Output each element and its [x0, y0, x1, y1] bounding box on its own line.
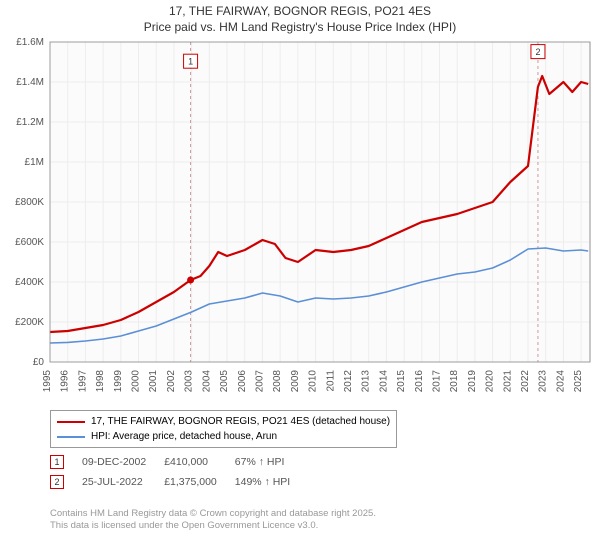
- legend-label: 17, THE FAIRWAY, BOGNOR REGIS, PO21 4ES …: [91, 414, 390, 429]
- sale-marker-box: 1: [50, 455, 64, 469]
- svg-text:2015: 2015: [396, 370, 407, 393]
- svg-text:1997: 1997: [77, 370, 88, 393]
- svg-text:2020: 2020: [485, 370, 496, 393]
- legend-swatch: [57, 421, 85, 423]
- svg-text:£600K: £600K: [15, 237, 44, 248]
- svg-text:2010: 2010: [308, 370, 319, 393]
- svg-text:£0: £0: [33, 357, 45, 368]
- svg-text:2018: 2018: [449, 370, 460, 393]
- svg-text:2009: 2009: [290, 370, 301, 393]
- svg-text:2001: 2001: [148, 370, 159, 393]
- svg-text:2021: 2021: [502, 370, 513, 393]
- sale-pct: 67% ↑ HPI: [235, 452, 308, 472]
- svg-text:2019: 2019: [467, 370, 478, 393]
- svg-text:1: 1: [188, 57, 193, 67]
- sale-pct: 149% ↑ HPI: [235, 472, 308, 492]
- sale-date: 25-JUL-2022: [82, 472, 164, 492]
- svg-text:2023: 2023: [538, 370, 549, 393]
- svg-text:£1.6M: £1.6M: [16, 37, 44, 48]
- line-chart: £0 £200K £400K £600K £800K £1M £1.2M £1.4M £1.6M…: [0, 0, 600, 410]
- sale-marker-box: 2: [50, 475, 64, 489]
- svg-text:£1.4M: £1.4M: [16, 77, 44, 88]
- svg-text:£400K: £400K: [15, 277, 44, 288]
- svg-text:1996: 1996: [60, 370, 71, 393]
- svg-text:2016: 2016: [414, 370, 425, 393]
- license-line2: This data is licensed under the Open Gov…: [50, 520, 376, 532]
- svg-text:2006: 2006: [237, 370, 248, 393]
- legend-item: 17, THE FAIRWAY, BOGNOR REGIS, PO21 4ES …: [57, 414, 390, 429]
- svg-text:2002: 2002: [166, 370, 177, 393]
- sale-price: £1,375,000: [164, 472, 235, 492]
- svg-text:2005: 2005: [219, 370, 230, 393]
- svg-text:2007: 2007: [254, 370, 265, 393]
- svg-text:2011: 2011: [325, 370, 336, 392]
- svg-text:1998: 1998: [95, 370, 106, 393]
- svg-text:£1.2M: £1.2M: [16, 117, 44, 128]
- svg-text:1999: 1999: [113, 370, 124, 393]
- svg-text:2: 2: [535, 47, 540, 57]
- svg-text:2013: 2013: [361, 370, 372, 393]
- sale-price: £410,000: [164, 452, 235, 472]
- svg-text:2024: 2024: [555, 370, 566, 393]
- svg-text:2008: 2008: [272, 370, 283, 393]
- svg-text:2022: 2022: [520, 370, 531, 393]
- sale-row: 1 09-DEC-2002£410,00067% ↑ HPI: [50, 452, 308, 472]
- svg-text:2000: 2000: [131, 370, 142, 393]
- svg-text:2025: 2025: [573, 370, 584, 393]
- legend-swatch: [57, 436, 85, 438]
- license-line1: Contains HM Land Registry data © Crown c…: [50, 508, 376, 520]
- license-text: Contains HM Land Registry data © Crown c…: [50, 508, 376, 533]
- svg-text:2017: 2017: [432, 370, 443, 393]
- sale-date: 09-DEC-2002: [82, 452, 164, 472]
- svg-text:2003: 2003: [184, 370, 195, 393]
- svg-text:£800K: £800K: [15, 197, 44, 208]
- legend-item: HPI: Average price, detached house, Arun: [57, 429, 390, 444]
- svg-text:£1M: £1M: [25, 157, 44, 168]
- svg-text:£200K: £200K: [15, 317, 44, 328]
- sales-table: 1 09-DEC-2002£410,00067% ↑ HPI 2 25-JUL-202…: [50, 452, 308, 492]
- chart-legend: 17, THE FAIRWAY, BOGNOR REGIS, PO21 4ES …: [50, 410, 397, 448]
- svg-text:2012: 2012: [343, 370, 354, 393]
- sale-row: 2 25-JUL-2022£1,375,000149% ↑ HPI: [50, 472, 308, 492]
- svg-text:2014: 2014: [378, 370, 389, 393]
- svg-text:1995: 1995: [42, 370, 53, 393]
- svg-text:2004: 2004: [201, 370, 212, 393]
- legend-label: HPI: Average price, detached house, Arun: [91, 429, 277, 444]
